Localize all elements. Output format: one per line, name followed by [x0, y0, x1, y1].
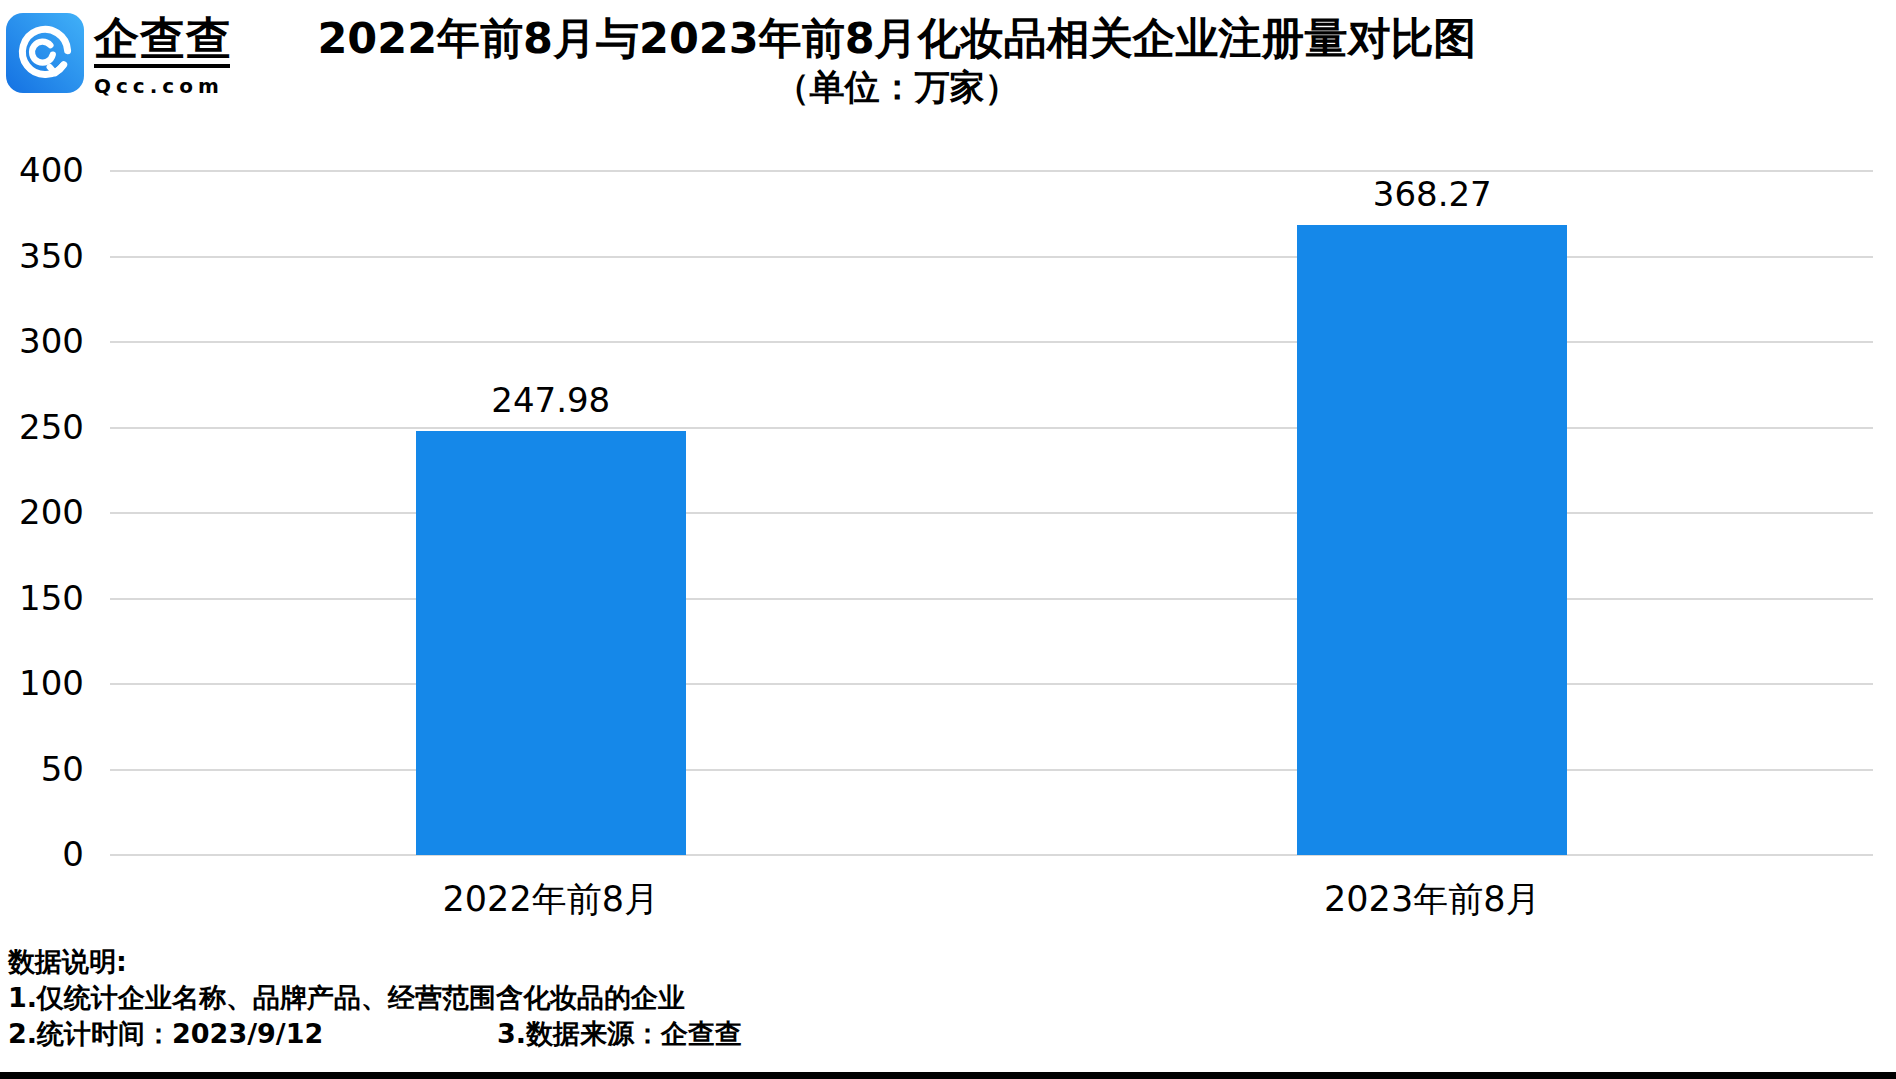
note-stat-date: 2.统计时间：2023/9/12 [8, 1018, 323, 1049]
gridline-250 [110, 427, 1873, 429]
gridline-400 [110, 170, 1873, 172]
title-block: 2022年前8月与2023年前8月化妆品相关企业注册量对比图 （单位：万家） [252, 12, 1542, 108]
brand-block: 企查查 Qcc.com [94, 16, 230, 98]
bottom-border-bar [0, 1072, 1896, 1079]
gridline-100 [110, 683, 1873, 685]
brand-name: 企查查 [94, 16, 230, 68]
gridline-150 [110, 598, 1873, 600]
qcc-spiral-icon [6, 13, 84, 93]
brand-domain: Qcc.com [94, 74, 230, 98]
chart-title: 2022年前8月与2023年前8月化妆品相关企业注册量对比图 [252, 12, 1542, 64]
bar-2023年前8月 [1297, 225, 1567, 855]
y-axis-labels: 050100150200250300350400 [0, 171, 84, 855]
y-tick-label-0: 0 [62, 837, 84, 871]
y-tick-label-100: 100 [19, 666, 84, 700]
note-scope: 1.仅统计企业名称、品牌产品、经营范围含化妆品的企业 [8, 980, 685, 1016]
note-meta-row: 2.统计时间：2023/9/12 3.数据来源：企查查 [8, 1016, 685, 1052]
chart-subtitle: （单位：万家） [252, 66, 1542, 108]
plot-area: 247.982022年前8月368.272023年前8月 [110, 171, 1873, 855]
x-tick-label-2022年前8月: 2022年前8月 [443, 879, 659, 919]
y-tick-label-200: 200 [19, 495, 84, 529]
note-source: 3.数据来源：企查查 [497, 1016, 742, 1052]
bar-value-2022年前8月: 247.98 [491, 382, 610, 418]
y-tick-label-350: 350 [19, 239, 84, 273]
y-tick-label-400: 400 [19, 153, 84, 187]
notes-heading: 数据说明: [8, 944, 685, 980]
y-tick-label-150: 150 [19, 581, 84, 615]
gridline-50 [110, 769, 1873, 771]
bar-value-2023年前8月: 368.27 [1373, 176, 1492, 212]
y-tick-label-250: 250 [19, 410, 84, 444]
page: 企查查 Qcc.com 2022年前8月与2023年前8月化妆品相关企业注册量对… [0, 0, 1896, 1079]
qcc-logo [6, 13, 84, 93]
gridline-0 [110, 854, 1873, 856]
gridline-350 [110, 256, 1873, 258]
gridline-300 [110, 341, 1873, 343]
gridline-200 [110, 512, 1873, 514]
y-tick-label-300: 300 [19, 324, 84, 358]
data-notes: 数据说明: 1.仅统计企业名称、品牌产品、经营范围含化妆品的企业 2.统计时间：… [8, 944, 685, 1052]
y-tick-label-50: 50 [41, 752, 84, 786]
bar-2022年前8月 [416, 431, 686, 855]
x-tick-label-2023年前8月: 2023年前8月 [1324, 879, 1540, 919]
